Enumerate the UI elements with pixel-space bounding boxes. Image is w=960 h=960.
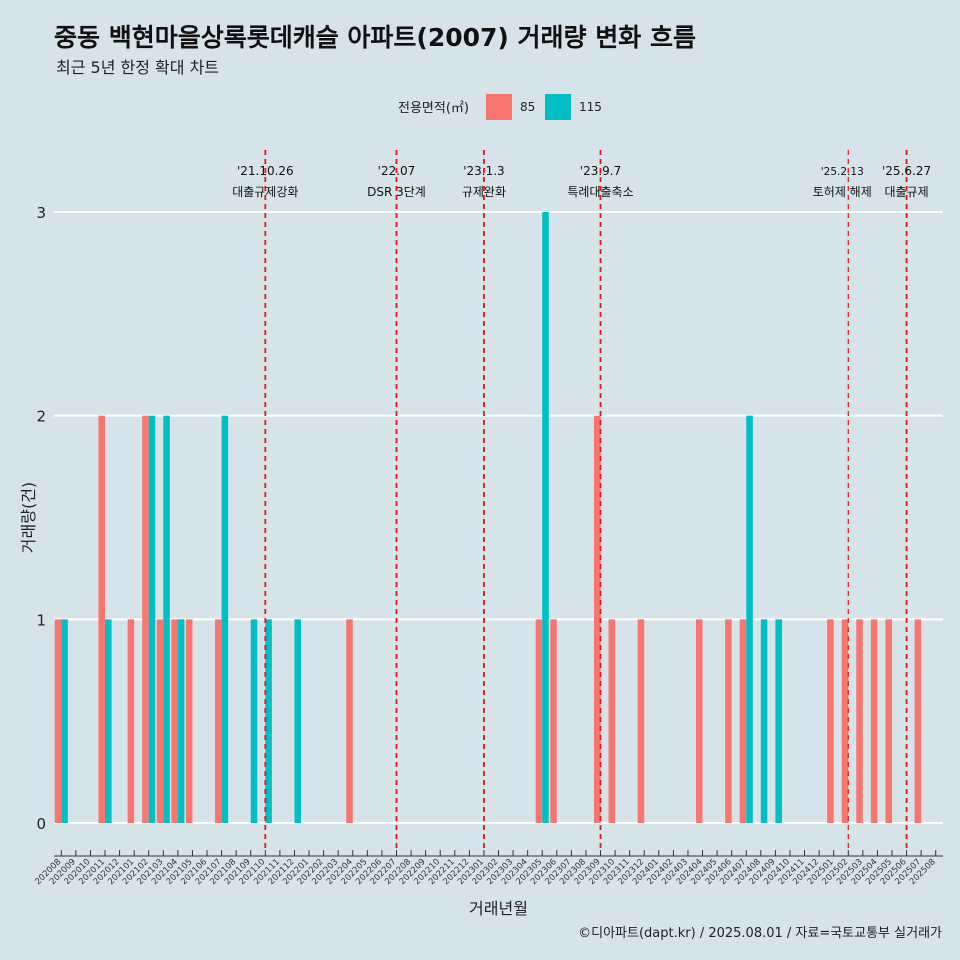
bar-85-202103 — [156, 619, 164, 823]
bar-85-202404 — [695, 619, 703, 823]
y-tick-label: 1 — [36, 611, 46, 629]
bar-85-202008 — [54, 619, 62, 823]
bar-115-202305 — [542, 212, 549, 823]
bar-85-202406 — [725, 619, 732, 823]
event-date: '23.9.7 — [580, 164, 621, 178]
event-label: DSR 3단계 — [367, 185, 426, 199]
event-date: '21.10.26 — [237, 164, 294, 178]
chart-title: 중동 백현마을상록롯데캐슬 아파트(2007) 거래량 변화 흐름 — [54, 23, 696, 52]
bar-85-202101 — [127, 619, 135, 823]
event-label: 특례대출축소 — [567, 185, 633, 199]
bar-85-202306 — [550, 619, 557, 823]
event-label: 대출규제강화 — [232, 185, 298, 199]
bar-85-202501 — [827, 619, 834, 823]
bar-85-202104 — [171, 619, 178, 823]
event-label: 토허제 해제 — [813, 185, 872, 199]
bar-85-202507 — [914, 619, 922, 823]
bar-85-202107 — [215, 619, 222, 823]
bar-115-202407 — [746, 415, 753, 823]
y-tick-label: 0 — [36, 815, 46, 833]
bar-85-202504 — [870, 619, 878, 823]
legend-label-115: 115 — [579, 100, 602, 114]
bar-85-202503 — [856, 619, 863, 823]
source-caption: ©디아파트(dapt.kr) / 2025.08.01 / 자료=국토교통부 실… — [578, 926, 942, 941]
bar-115-202110 — [265, 619, 272, 823]
event-date: '25.2.13 — [821, 166, 864, 178]
bar-85-202305 — [535, 619, 543, 823]
bar-85-202312 — [637, 619, 645, 823]
bar-115-202107 — [221, 415, 229, 823]
bar-115-202011 — [105, 619, 112, 823]
bar-85-202105 — [185, 619, 193, 823]
bar-115-202112 — [294, 619, 302, 823]
event-date: '25.6.27 — [882, 164, 931, 178]
bar-85-202102 — [142, 415, 149, 823]
bar-115-202102 — [148, 415, 156, 823]
y-tick-label: 3 — [36, 204, 46, 222]
bar-115-202408 — [760, 619, 768, 823]
legend-swatch-85 — [486, 94, 512, 120]
bar-85-202011 — [98, 415, 106, 823]
legend-label-85: 85 — [520, 100, 535, 114]
event-date: '22.07 — [378, 164, 416, 178]
y-axis-title: 거래량(건) — [19, 482, 38, 553]
bar-85-202407 — [739, 619, 747, 823]
bar-115-202409 — [775, 619, 782, 823]
bar-115-202103 — [163, 415, 170, 823]
bar-85-202505 — [885, 619, 892, 823]
legend-title: 전용면적(㎡) — [398, 101, 469, 116]
x-axis-title: 거래년월 — [469, 899, 528, 918]
bar-85-202310 — [608, 619, 616, 823]
chart-subtitle: 최근 5년 한정 확대 차트 — [56, 58, 220, 77]
event-label: 대출규제 — [884, 185, 928, 199]
event-date: '23.1.3 — [463, 164, 504, 178]
bar-85-202204 — [346, 619, 353, 823]
bar-85-202309 — [593, 415, 601, 823]
bar-115-202008 — [61, 619, 68, 823]
bar-85-202502 — [841, 619, 849, 823]
y-tick-label: 2 — [36, 408, 46, 426]
bar-115-202109 — [250, 619, 258, 823]
legend-swatch-115 — [545, 94, 571, 120]
bar-115-202104 — [177, 619, 185, 823]
event-label: 규제완화 — [462, 185, 506, 199]
